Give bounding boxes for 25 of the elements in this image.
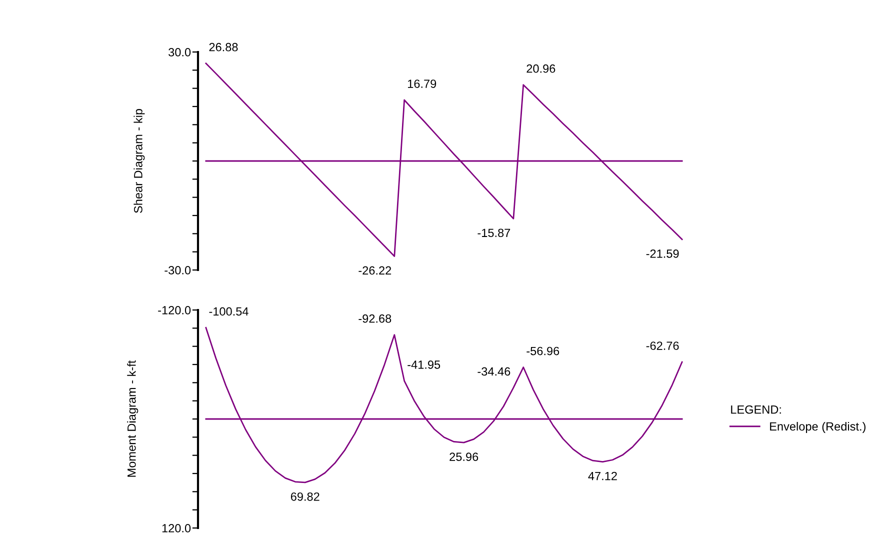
data-label: 47.12 xyxy=(588,472,617,480)
data-label: -92.68 xyxy=(358,314,392,323)
y-tick-label: -30.0 xyxy=(164,266,191,274)
data-label: 25.96 xyxy=(450,452,478,461)
data-label: -100.54 xyxy=(209,307,248,316)
data-label: -62.76 xyxy=(646,342,679,350)
legend-title: LEGEND: xyxy=(731,405,781,414)
data-label: 16.79 xyxy=(408,80,436,88)
y-tick-label: 120.0 xyxy=(162,524,191,532)
data-label: -15.87 xyxy=(478,228,510,238)
line-series xyxy=(205,326,683,484)
line-series xyxy=(205,62,683,257)
data-label: 69.82 xyxy=(290,492,320,501)
data-label: 26.88 xyxy=(209,42,238,52)
y-axis-title: Moment Diagram - k-ft xyxy=(127,360,138,477)
data-label: -26.22 xyxy=(358,266,392,275)
data-label: -21.59 xyxy=(646,249,679,258)
data-label: 20.96 xyxy=(526,64,556,73)
y-axis-title: Shear Diagram - kip xyxy=(134,109,145,213)
data-label: -56.96 xyxy=(526,346,560,356)
legend-label: Envelope (Redist.) xyxy=(770,422,866,433)
y-tick-label: -120.0 xyxy=(158,306,191,314)
data-label: -34.46 xyxy=(478,367,510,376)
data-label: -41.95 xyxy=(408,360,440,369)
y-tick-label: 30.0 xyxy=(168,48,191,56)
